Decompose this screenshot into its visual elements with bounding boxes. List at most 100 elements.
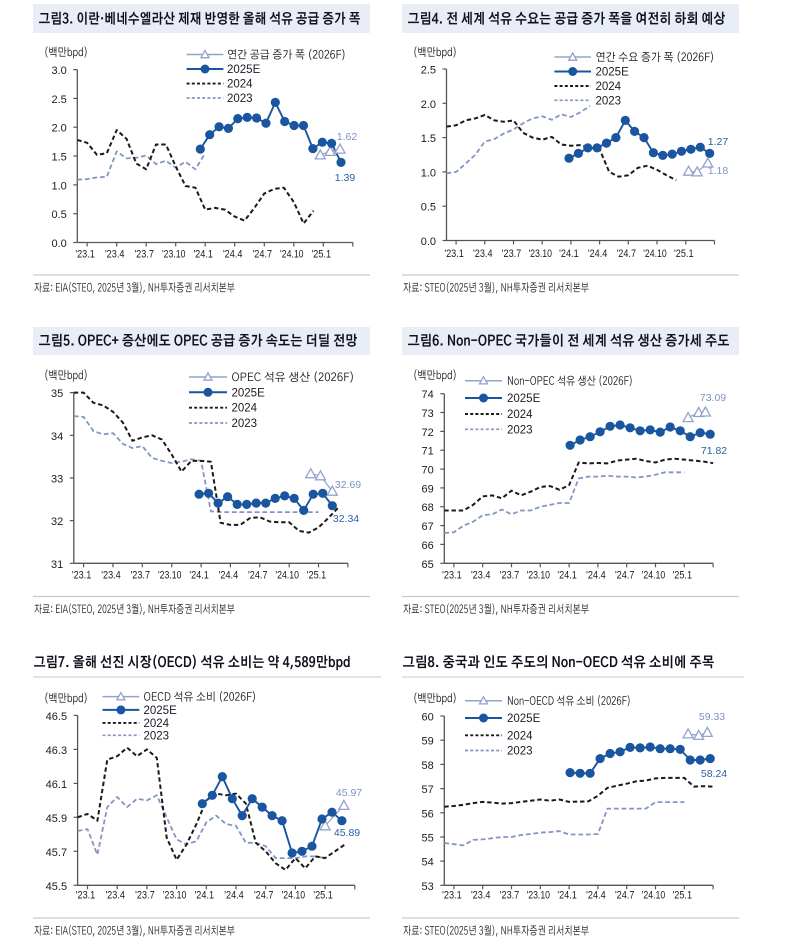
- svg-text:46.5: 46.5: [46, 711, 67, 723]
- svg-text:'24.4: '24.4: [588, 248, 608, 260]
- svg-text:54: 54: [422, 857, 434, 869]
- svg-text:2.5: 2.5: [421, 65, 436, 77]
- svg-text:70: 70: [422, 465, 434, 477]
- svg-text:'25.1: '25.1: [312, 249, 332, 261]
- svg-text:45.5: 45.5: [46, 881, 67, 893]
- svg-text:69: 69: [422, 483, 434, 495]
- svg-text:45.9: 45.9: [46, 813, 67, 825]
- svg-text:1.5: 1.5: [421, 133, 436, 145]
- svg-text:'24.1: '24.1: [559, 248, 579, 260]
- svg-text:'23.10: '23.10: [527, 569, 551, 581]
- svg-text:35: 35: [51, 388, 63, 400]
- svg-text:74: 74: [422, 389, 434, 401]
- svg-text:46.3: 46.3: [46, 745, 67, 757]
- svg-text:'24.1: '24.1: [195, 889, 215, 901]
- svg-text:2023: 2023: [144, 730, 170, 742]
- svg-text:32: 32: [51, 516, 63, 528]
- svg-text:0.5: 0.5: [52, 209, 67, 221]
- svg-text:2024: 2024: [232, 403, 258, 415]
- svg-text:1.0: 1.0: [421, 167, 436, 179]
- svg-text:0.0: 0.0: [421, 236, 436, 248]
- svg-text:71.82: 71.82: [701, 445, 727, 457]
- svg-text:3.0: 3.0: [52, 65, 67, 77]
- svg-text:0.0: 0.0: [52, 238, 67, 250]
- svg-text:'24.10: '24.10: [642, 889, 666, 901]
- svg-text:2024: 2024: [507, 409, 533, 421]
- svg-text:'25.1: '25.1: [307, 569, 327, 581]
- svg-text:2023: 2023: [232, 418, 258, 430]
- svg-text:2023: 2023: [227, 93, 253, 105]
- svg-text:2024: 2024: [227, 79, 253, 91]
- svg-text:2023: 2023: [596, 95, 622, 107]
- svg-text:'24.7: '24.7: [617, 248, 637, 260]
- svg-text:'23.7: '23.7: [502, 248, 522, 260]
- svg-text:'24.10: '24.10: [280, 249, 304, 261]
- svg-text:2024: 2024: [596, 81, 622, 93]
- svg-text:2.0: 2.0: [421, 99, 436, 111]
- svg-text:58: 58: [422, 760, 434, 772]
- svg-text:'23.10: '23.10: [158, 569, 182, 581]
- svg-text:'23.10: '23.10: [527, 889, 551, 901]
- svg-text:'24.4: '24.4: [219, 569, 239, 581]
- svg-text:'23.7: '23.7: [500, 569, 520, 581]
- svg-text:'24.10: '24.10: [643, 248, 667, 260]
- svg-text:2025E: 2025E: [232, 387, 266, 399]
- svg-text:73: 73: [422, 408, 434, 420]
- svg-text:'23.1: '23.1: [72, 569, 92, 581]
- svg-text:'24.4: '24.4: [223, 249, 243, 261]
- svg-text:'23.1: '23.1: [442, 569, 462, 581]
- svg-text:'23.7: '23.7: [135, 889, 155, 901]
- svg-text:2025E: 2025E: [507, 713, 541, 725]
- svg-text:'24.10: '24.10: [275, 569, 299, 581]
- svg-text:2023: 2023: [507, 424, 533, 436]
- svg-text:2024: 2024: [144, 718, 170, 730]
- svg-text:56: 56: [422, 808, 434, 820]
- svg-text:59.33: 59.33: [699, 711, 725, 723]
- svg-text:46.1: 46.1: [46, 779, 67, 791]
- svg-text:'24.7: '24.7: [254, 889, 274, 901]
- svg-text:'23.4: '23.4: [105, 249, 125, 261]
- svg-text:68: 68: [422, 502, 434, 514]
- svg-text:'23.7: '23.7: [500, 889, 520, 901]
- svg-text:34: 34: [51, 431, 63, 443]
- svg-text:71: 71: [422, 446, 434, 458]
- svg-text:'23.10: '23.10: [528, 248, 552, 260]
- svg-text:'24.10: '24.10: [642, 569, 666, 581]
- svg-text:'25.1: '25.1: [673, 889, 693, 901]
- svg-text:1.18: 1.18: [708, 165, 729, 177]
- svg-text:'23.4: '23.4: [473, 248, 493, 260]
- svg-text:'23.10: '23.10: [162, 249, 186, 261]
- svg-text:2025E: 2025E: [596, 67, 630, 79]
- svg-text:67: 67: [422, 521, 434, 533]
- svg-text:'23.1: '23.1: [442, 889, 462, 901]
- svg-text:31: 31: [51, 559, 63, 571]
- svg-text:'24.7: '24.7: [615, 569, 635, 581]
- svg-text:'24.7: '24.7: [253, 249, 273, 261]
- svg-text:45.7: 45.7: [46, 847, 67, 859]
- svg-text:66: 66: [422, 540, 434, 552]
- svg-text:'23.4: '23.4: [105, 889, 125, 901]
- svg-text:2023: 2023: [507, 746, 533, 758]
- svg-text:'24.10: '24.10: [282, 889, 306, 901]
- svg-text:'23.4: '23.4: [471, 889, 491, 901]
- svg-text:'25.1: '25.1: [673, 569, 693, 581]
- svg-text:33: 33: [51, 474, 63, 486]
- svg-text:1.0: 1.0: [52, 180, 67, 192]
- svg-text:'23.4: '23.4: [101, 569, 121, 581]
- svg-text:'24.7: '24.7: [248, 569, 268, 581]
- svg-text:'23.4: '23.4: [471, 569, 491, 581]
- svg-text:45.97: 45.97: [336, 787, 362, 799]
- svg-text:65: 65: [422, 559, 434, 571]
- svg-text:'24.7: '24.7: [615, 889, 635, 901]
- svg-text:'23.7: '23.7: [131, 569, 151, 581]
- svg-text:2025E: 2025E: [507, 393, 541, 405]
- svg-text:'23.10: '23.10: [163, 889, 187, 901]
- svg-text:60: 60: [422, 712, 434, 724]
- svg-text:72: 72: [422, 427, 434, 439]
- svg-text:'23.1: '23.1: [75, 249, 95, 261]
- svg-text:2025E: 2025E: [144, 705, 178, 717]
- svg-text:'24.1: '24.1: [189, 569, 209, 581]
- svg-text:2.5: 2.5: [52, 94, 67, 106]
- svg-text:2.0: 2.0: [52, 123, 67, 135]
- svg-text:1.27: 1.27: [708, 136, 729, 148]
